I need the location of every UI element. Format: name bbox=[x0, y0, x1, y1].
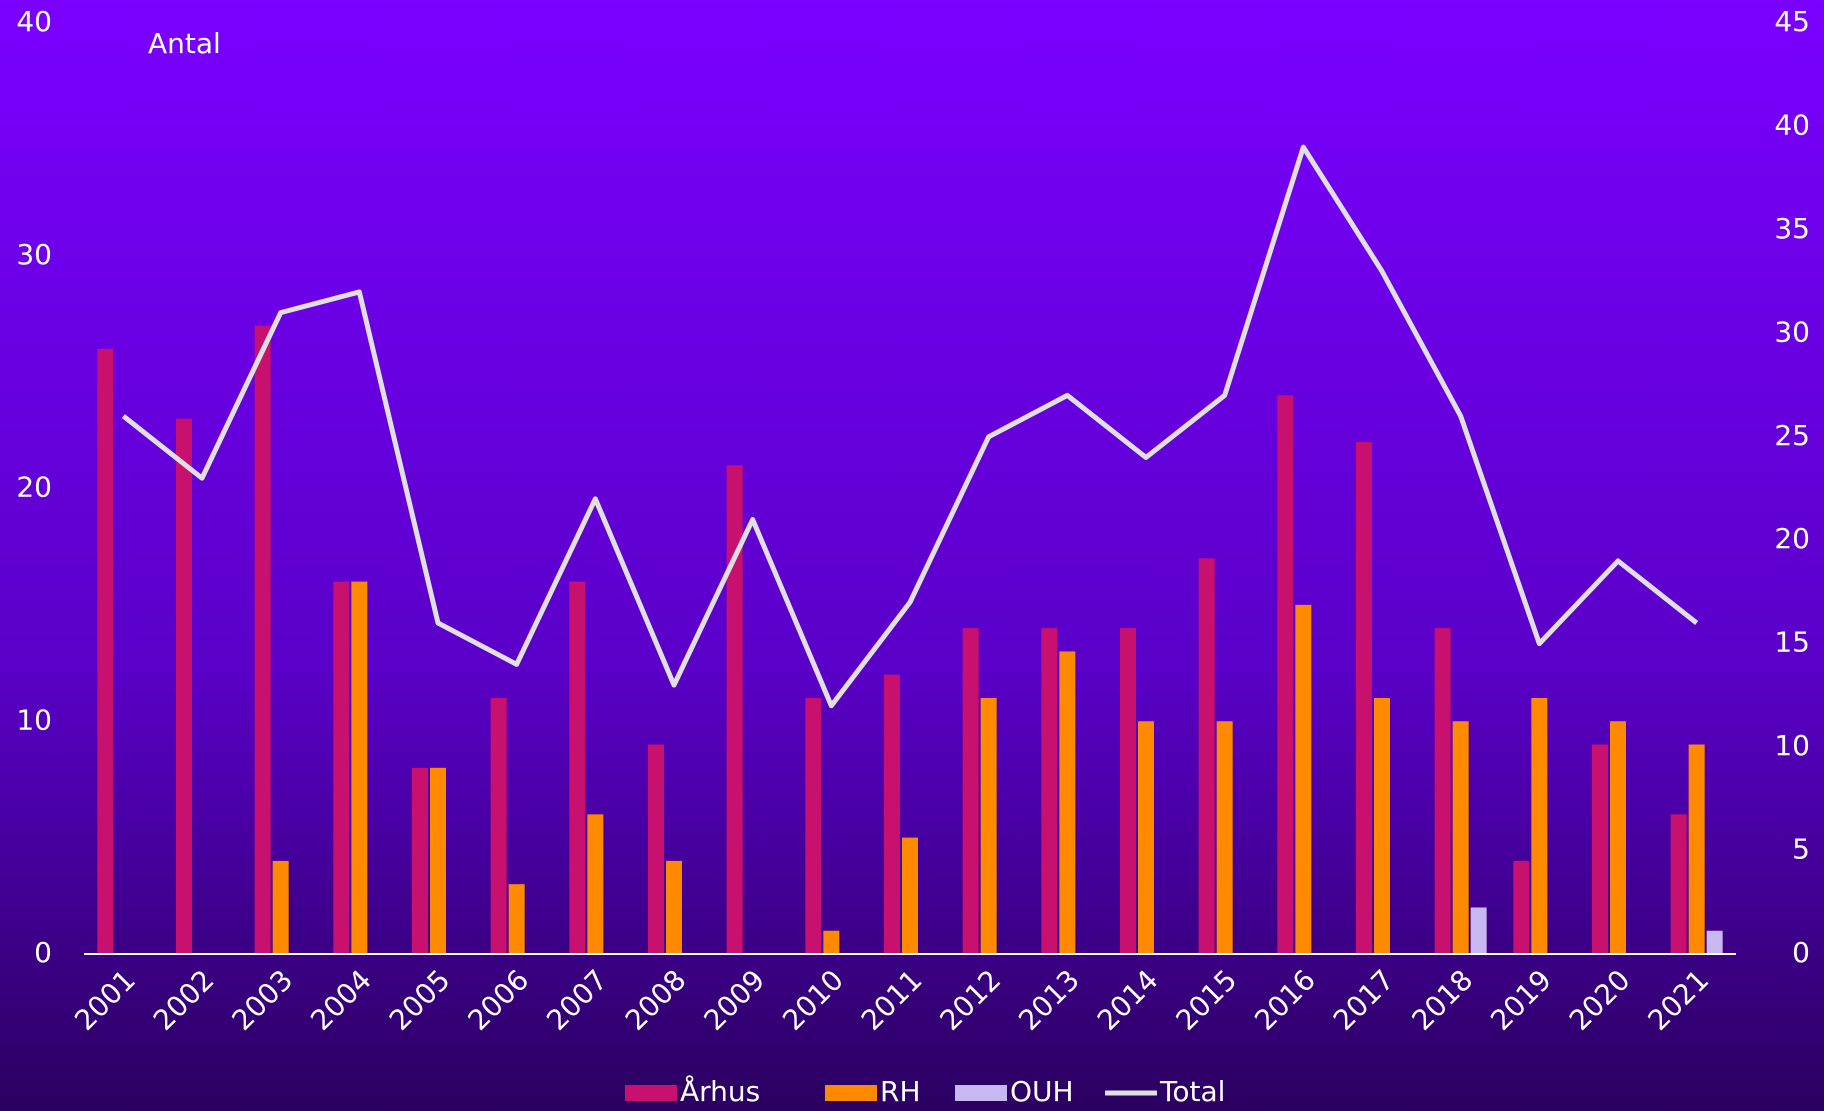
bar bbox=[648, 744, 664, 954]
y-tick-label: 0 bbox=[34, 936, 52, 969]
y2-tick-label: 35 bbox=[1774, 212, 1810, 245]
y2-tick-label: 5 bbox=[1792, 833, 1810, 866]
y2-tick-label: 45 bbox=[1774, 5, 1810, 38]
bar bbox=[884, 674, 900, 954]
bar bbox=[1452, 721, 1469, 954]
bar bbox=[412, 767, 428, 954]
bar bbox=[587, 814, 604, 954]
bar bbox=[1041, 628, 1058, 954]
bar bbox=[1610, 721, 1626, 954]
bar bbox=[1470, 907, 1487, 954]
bar bbox=[1434, 628, 1451, 954]
bar bbox=[176, 418, 192, 954]
y2-tick-label: 20 bbox=[1774, 522, 1810, 555]
bar bbox=[666, 860, 682, 954]
y2-tick-label: 25 bbox=[1774, 419, 1810, 452]
legend-label: Total bbox=[1159, 1075, 1225, 1108]
bar bbox=[333, 581, 350, 954]
legend-swatch bbox=[625, 1085, 677, 1101]
bar bbox=[97, 348, 114, 955]
y-tick-label: 10 bbox=[16, 703, 52, 736]
line bbox=[121, 144, 1699, 709]
y-tick-label: 20 bbox=[16, 471, 52, 504]
bar bbox=[726, 465, 743, 954]
bar bbox=[351, 581, 368, 954]
y2-tick-label: 10 bbox=[1774, 729, 1810, 762]
y2-tick-label: 30 bbox=[1774, 315, 1810, 348]
bar bbox=[1531, 697, 1548, 954]
y2-tick-label: 40 bbox=[1774, 108, 1810, 141]
bar bbox=[980, 697, 997, 954]
bar bbox=[1513, 860, 1530, 954]
legend-label: OUH bbox=[1010, 1075, 1074, 1108]
legend-swatch bbox=[825, 1085, 877, 1101]
bar bbox=[1295, 604, 1312, 954]
bar bbox=[430, 767, 446, 954]
bar bbox=[1216, 721, 1233, 954]
bar bbox=[490, 697, 507, 954]
bar bbox=[902, 837, 918, 954]
chart-title: Antal bbox=[148, 27, 221, 60]
bar bbox=[272, 860, 289, 954]
bar bbox=[962, 628, 979, 954]
bar bbox=[1706, 930, 1723, 954]
bar bbox=[1670, 814, 1687, 954]
y-tick-label: 30 bbox=[16, 238, 52, 271]
bar bbox=[1138, 721, 1154, 954]
bar bbox=[805, 697, 822, 954]
bar bbox=[508, 884, 525, 954]
bar bbox=[1356, 441, 1372, 954]
bar bbox=[1198, 558, 1215, 954]
bar bbox=[1277, 395, 1294, 954]
bar bbox=[1120, 628, 1136, 954]
y-tick-label: 40 bbox=[16, 5, 52, 38]
legend-swatch bbox=[955, 1085, 1007, 1101]
bar bbox=[1688, 744, 1705, 954]
bar bbox=[1059, 651, 1076, 954]
bar bbox=[823, 930, 840, 954]
bar bbox=[569, 581, 586, 954]
legend-label: RH bbox=[880, 1075, 921, 1108]
bar bbox=[1374, 697, 1390, 954]
bar bbox=[254, 325, 271, 954]
bar bbox=[1592, 744, 1608, 954]
legend-label: Århus bbox=[680, 1074, 760, 1108]
y2-tick-label: 0 bbox=[1792, 936, 1810, 969]
y2-tick-label: 15 bbox=[1774, 626, 1810, 659]
